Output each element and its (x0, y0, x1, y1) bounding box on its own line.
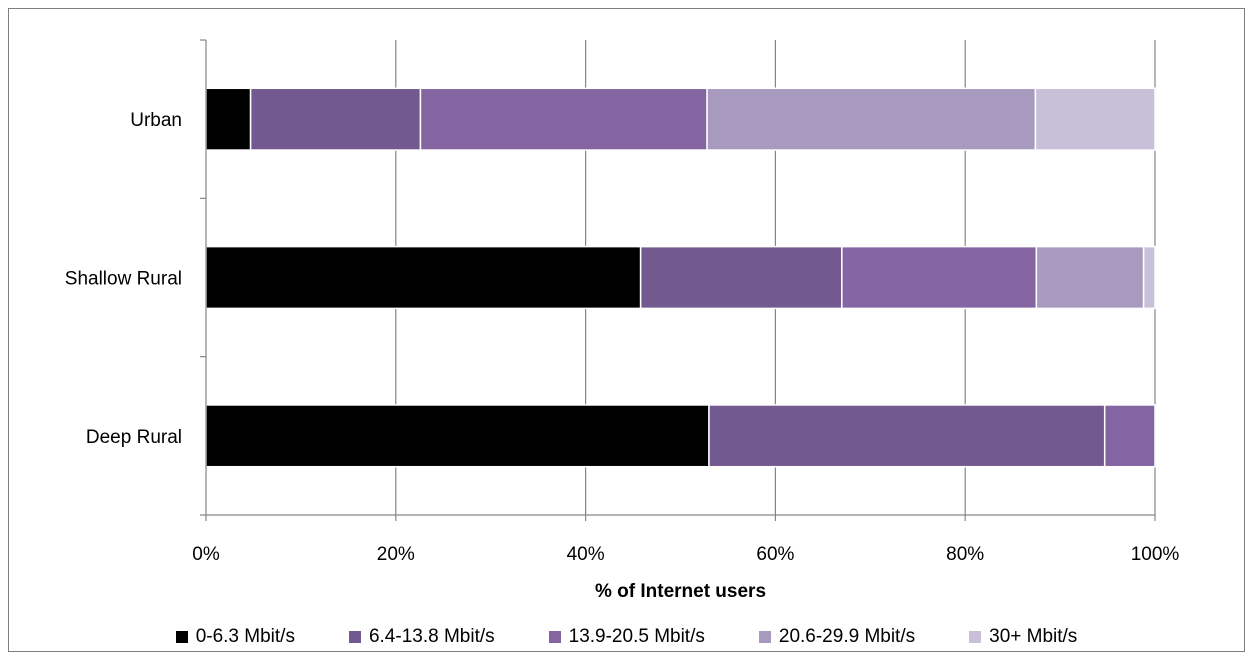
legend-item: 6.4-13.8 Mbit/s (348, 626, 495, 648)
bar-segment (419, 87, 708, 151)
legend-item: 0-6.3 Mbit/s (175, 626, 295, 648)
x-tick-label: 0% (192, 544, 220, 565)
legend-item: 13.9-20.5 Mbit/s (548, 626, 705, 648)
x-axis-title: % of Internet users (595, 581, 766, 602)
bar-segment (1034, 87, 1156, 151)
bar-segment (249, 87, 422, 151)
bar-segment (1103, 404, 1156, 468)
legend-label: 0-6.3 Mbit/s (195, 626, 295, 647)
legend-swatch (758, 631, 771, 643)
y-tick-label: Urban (130, 110, 182, 131)
bar-segment (205, 245, 642, 310)
x-tick-label: 60% (756, 544, 794, 565)
bar-segment (1142, 245, 1156, 310)
legend-swatch (548, 631, 561, 643)
bar-segment (841, 245, 1038, 310)
bar-segment (708, 404, 1106, 468)
legend-label: 6.4-13.8 Mbit/s (368, 626, 495, 647)
stacked-bar-chart: Urban Shallow Rural Deep Rural 0% 20% 40% 60%… (65, 39, 1179, 602)
legend-swatch (175, 631, 188, 643)
legend-item: 20.6-29.9 Mbit/s (758, 626, 916, 648)
bar-segment (639, 245, 843, 310)
legend: 0-6.3 Mbit/s 6.4-13.8 Mbit/s 13.9-20.5 Mbi… (0, 622, 1253, 652)
legend-label: 13.9-20.5 Mbit/s (568, 626, 705, 647)
bars (205, 87, 1156, 468)
x-tick-label: 100% (1131, 544, 1180, 565)
x-tick-label: 20% (377, 544, 415, 565)
bar-segment (1035, 245, 1145, 310)
bar-segment (205, 87, 252, 151)
y-tick-label: Deep Rural (86, 427, 182, 448)
y-tick-labels: Urban Shallow Rural Deep Rural (65, 110, 182, 448)
x-tick-label: 40% (567, 544, 605, 565)
legend-label: 20.6-29.9 Mbit/s (778, 626, 916, 647)
bar-segment (205, 404, 710, 468)
y-tick-label: Shallow Rural (65, 269, 182, 290)
x-tick-label: 80% (946, 544, 984, 565)
legend-swatch (348, 631, 361, 643)
axes (200, 39, 1156, 521)
legend-item: 30+ Mbit/s (969, 626, 1077, 648)
bar-segment (706, 87, 1037, 151)
legend-swatch (969, 631, 982, 643)
x-tick-labels: 0% 20% 40% 60% 80% 100% (192, 544, 1179, 565)
legend-label: 30+ Mbit/s (989, 626, 1078, 647)
